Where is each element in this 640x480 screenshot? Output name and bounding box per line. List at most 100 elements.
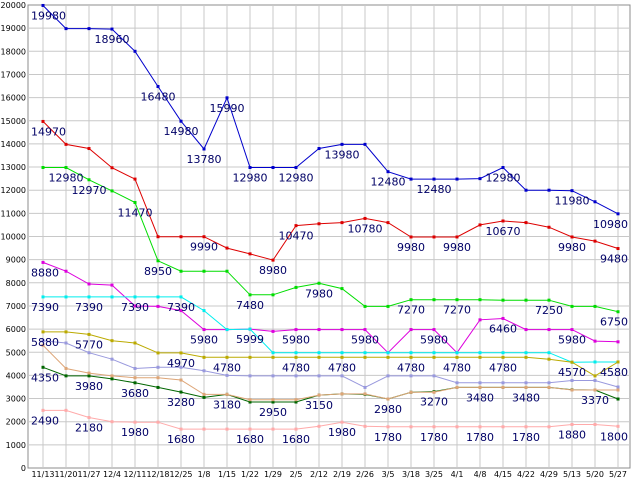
point-cyan <box>386 351 390 355</box>
point-blue <box>409 177 413 181</box>
y-tick-label: 0 <box>21 464 26 473</box>
point-green <box>41 166 45 170</box>
point-magenta <box>110 283 114 287</box>
point-tan <box>409 390 413 394</box>
series-lines <box>41 3 620 431</box>
point-magenta <box>271 329 275 333</box>
point-red <box>271 258 275 262</box>
point-lavender <box>64 341 68 345</box>
data-label: 3270 <box>420 396 448 409</box>
point-tan <box>363 392 367 396</box>
data-label: 13980 <box>325 148 360 161</box>
data-label: 4970 <box>167 357 195 370</box>
point-darkgreen <box>271 400 275 404</box>
point-tan <box>225 392 229 396</box>
point-tan <box>478 385 482 389</box>
point-lavender <box>501 381 505 385</box>
point-tan <box>64 366 68 370</box>
point-pink <box>570 422 574 426</box>
point-cyan <box>524 351 528 355</box>
y-tick-label: 11000 <box>1 209 26 218</box>
point-tan <box>248 398 252 402</box>
y-tick-label: 15000 <box>1 117 26 126</box>
point-red <box>386 221 390 225</box>
point-magenta <box>616 340 620 344</box>
x-tick-label: 2/12 <box>310 470 328 479</box>
data-label: 1780 <box>512 431 540 444</box>
point-darkgreen <box>87 374 91 378</box>
point-cyan <box>455 351 459 355</box>
point-lavender <box>225 373 229 377</box>
data-label: 10470 <box>279 230 314 243</box>
point-red <box>363 216 367 220</box>
point-blue <box>593 200 597 204</box>
point-olive <box>593 374 597 378</box>
y-tick-label: 13000 <box>1 163 26 172</box>
point-magenta <box>432 328 436 332</box>
point-pink <box>524 425 528 429</box>
point-blue <box>547 188 551 192</box>
point-green <box>225 269 229 273</box>
data-label: 12980 <box>486 172 521 185</box>
point-pink <box>133 420 137 424</box>
point-lavender <box>248 374 252 378</box>
point-olive <box>432 355 436 359</box>
point-pink <box>317 424 321 428</box>
y-tick-label: 10000 <box>1 233 26 242</box>
point-lavender <box>524 381 528 385</box>
point-blue <box>478 177 482 181</box>
point-green <box>64 166 68 170</box>
point-pink <box>455 425 459 429</box>
point-green <box>179 269 183 273</box>
point-red <box>593 239 597 243</box>
point-lavender <box>110 357 114 361</box>
point-red <box>156 235 160 239</box>
x-tick-label: 5/27 <box>609 470 627 479</box>
data-label: 9980 <box>397 241 425 254</box>
point-magenta <box>409 328 413 332</box>
point-cyan <box>501 351 505 355</box>
data-label: 19980 <box>31 9 66 22</box>
data-label: 2980 <box>374 403 402 416</box>
point-olive <box>156 351 160 355</box>
point-green <box>501 298 505 302</box>
series-line-lavender <box>42 340 619 388</box>
data-label: 3180 <box>213 398 241 411</box>
data-label: 10980 <box>593 218 628 231</box>
gridlines <box>28 5 630 468</box>
x-tick-label: 5/20 <box>586 470 604 479</box>
point-lavender <box>87 351 91 355</box>
point-pink <box>340 420 344 424</box>
point-tan <box>110 374 114 378</box>
point-cyan <box>202 309 206 313</box>
data-label: 7480 <box>236 299 264 312</box>
data-label: 4780 <box>443 361 471 374</box>
data-label: 4580 <box>600 366 628 379</box>
point-pink <box>41 408 45 412</box>
point-tan <box>41 343 45 347</box>
series-line-cyan <box>43 296 618 363</box>
point-lavender <box>432 374 436 378</box>
point-pink <box>501 425 505 429</box>
data-label: 5980 <box>190 334 218 347</box>
point-red <box>317 222 321 226</box>
point-darkgreen <box>41 365 45 369</box>
point-cyan <box>317 351 321 355</box>
x-tick-label: 4/29 <box>540 470 558 479</box>
point-cyan <box>363 351 367 355</box>
data-label: 12970 <box>72 184 107 197</box>
data-label: 5980 <box>282 334 310 347</box>
point-darkgreen <box>248 400 252 404</box>
point-red <box>455 235 459 239</box>
data-label: 5980 <box>558 334 586 347</box>
data-label: 1980 <box>121 426 149 439</box>
point-darkgreen <box>156 385 160 389</box>
data-label: 7270 <box>443 304 471 317</box>
point-pink <box>363 424 367 428</box>
point-olive <box>616 360 620 364</box>
data-label: 16480 <box>141 90 176 103</box>
point-green <box>455 298 459 302</box>
point-lavender <box>570 378 574 382</box>
data-label: 3370 <box>581 394 609 407</box>
x-tick-label: 5/13 <box>563 470 581 479</box>
